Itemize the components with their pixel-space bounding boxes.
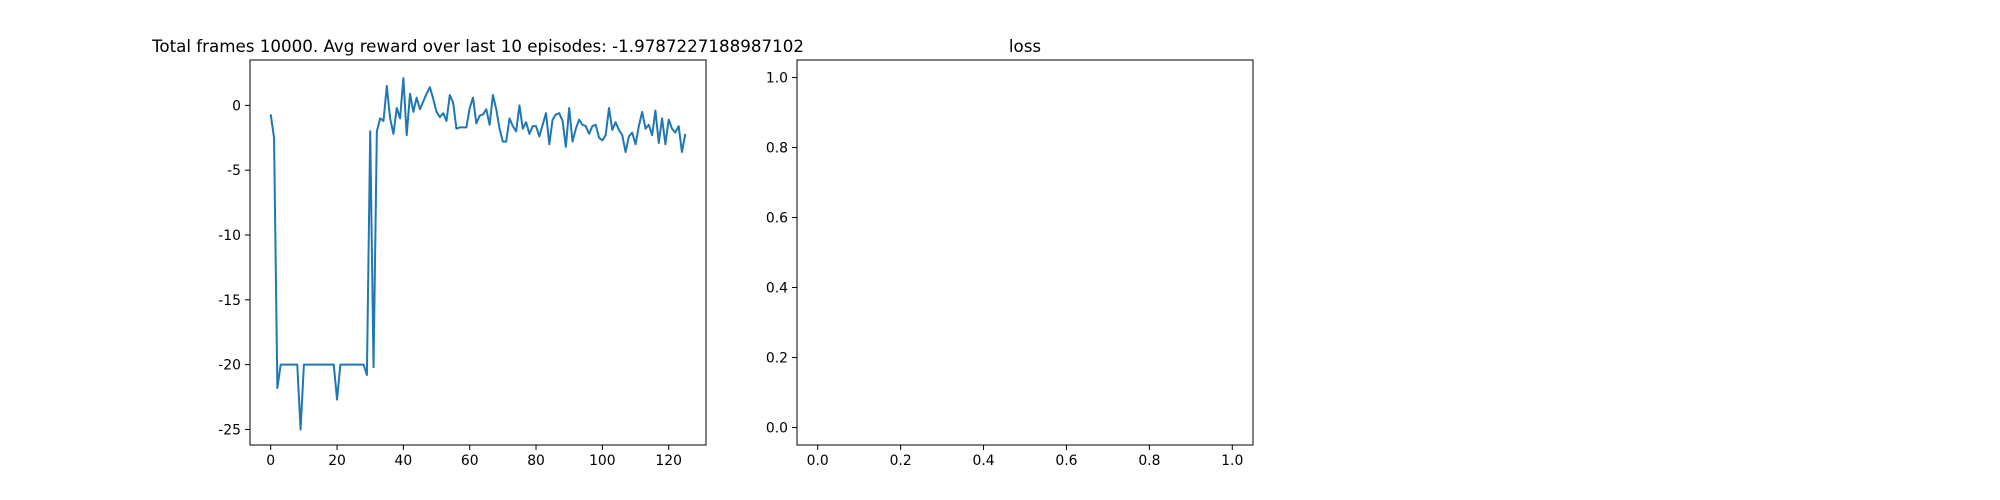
y-tick-label: 1.0 — [766, 71, 788, 87]
y-tick-label: 0.6 — [766, 211, 788, 227]
y-tick-label: -20 — [218, 358, 241, 374]
x-tick-label: 0.8 — [1138, 453, 1160, 469]
y-tick-label: 0.2 — [766, 351, 788, 367]
y-tick-label: -10 — [218, 228, 241, 244]
y-tick-label: -5 — [227, 163, 241, 179]
y-tick-label: -15 — [218, 293, 241, 309]
x-tick-label: 20 — [328, 453, 346, 469]
chart-title: Total frames 10000. Avg reward over last… — [151, 36, 804, 56]
x-tick-label: 60 — [461, 453, 479, 469]
y-tick-label: 0 — [232, 98, 241, 114]
x-tick-label: 100 — [589, 453, 616, 469]
y-tick-label: -25 — [218, 422, 241, 438]
axes-frame — [796, 59, 1254, 446]
x-tick-label: 120 — [655, 453, 682, 469]
x-tick-label: 0.2 — [890, 453, 912, 469]
x-tick-label: 80 — [527, 453, 545, 469]
y-tick-label: 0.0 — [766, 421, 788, 437]
x-tick-label: 0.0 — [807, 453, 829, 469]
y-tick-label: 0.8 — [766, 141, 788, 157]
x-tick-label: 0.4 — [972, 453, 994, 469]
x-tick-label: 0 — [266, 453, 275, 469]
y-tick-label: 0.4 — [766, 281, 788, 297]
line-series — [269, 77, 687, 431]
x-tick-label: 1.0 — [1221, 453, 1243, 469]
x-tick-label: 40 — [395, 453, 413, 469]
chart-title: loss — [1009, 36, 1041, 56]
x-tick-label: 0.6 — [1055, 453, 1077, 469]
axes-frame — [249, 59, 707, 446]
